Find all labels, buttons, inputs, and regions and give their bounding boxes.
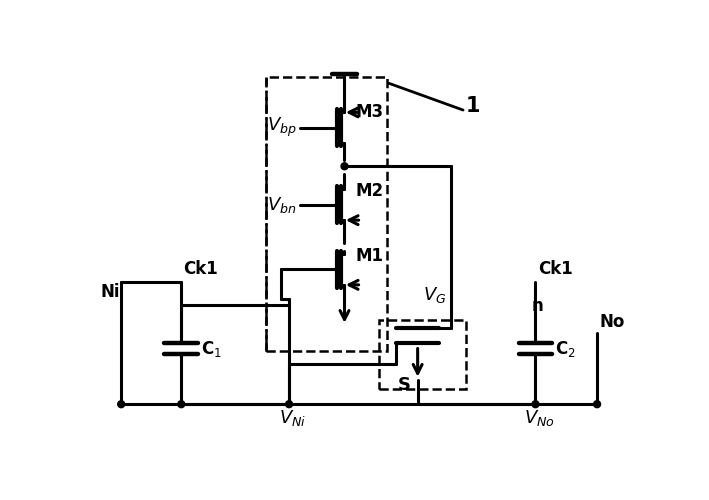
Circle shape xyxy=(532,400,539,407)
Text: M2: M2 xyxy=(355,182,384,200)
Text: Ck1: Ck1 xyxy=(184,260,218,278)
Text: C$_1$: C$_1$ xyxy=(201,339,221,359)
Circle shape xyxy=(286,400,293,407)
Text: Ni: Ni xyxy=(100,283,120,301)
Text: $V_{Ni}$: $V_{Ni}$ xyxy=(279,408,306,428)
Text: No: No xyxy=(599,313,625,331)
Text: $V_G$: $V_G$ xyxy=(423,285,447,305)
Text: 1: 1 xyxy=(466,96,481,116)
Circle shape xyxy=(593,400,601,407)
Circle shape xyxy=(118,400,125,407)
Text: $V_{No}$: $V_{No}$ xyxy=(524,408,554,428)
Text: $V_{bn}$: $V_{bn}$ xyxy=(267,195,297,215)
Text: C$_2$: C$_2$ xyxy=(554,339,575,359)
Circle shape xyxy=(341,163,348,170)
Text: n: n xyxy=(532,298,544,316)
Text: M3: M3 xyxy=(355,104,384,122)
Bar xyxy=(379,320,466,389)
Circle shape xyxy=(178,400,185,407)
Text: M1: M1 xyxy=(355,248,384,266)
Text: S: S xyxy=(397,376,411,394)
Bar xyxy=(266,77,387,351)
Text: Ck1: Ck1 xyxy=(537,260,572,278)
Text: $V_{bp}$: $V_{bp}$ xyxy=(267,116,297,140)
